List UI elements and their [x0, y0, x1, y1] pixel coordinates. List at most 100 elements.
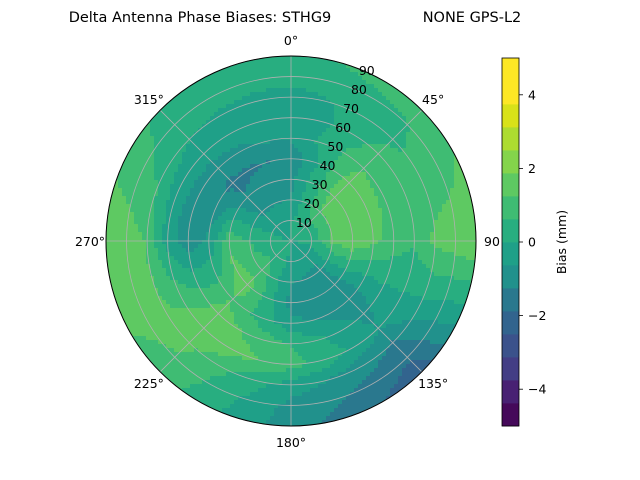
contour-cell [130, 224, 135, 229]
contour-cell [214, 228, 219, 233]
contour-cell [114, 208, 119, 213]
contour-cell [126, 188, 131, 193]
contour-cell [134, 168, 139, 173]
contour-cell [294, 248, 299, 253]
contour-cell [154, 160, 159, 165]
contour-cell [266, 232, 271, 237]
contour-cell [306, 264, 311, 269]
contour-cell [218, 156, 223, 161]
contour-cell [426, 288, 431, 293]
contour-cell [302, 204, 307, 209]
contour-cell [394, 152, 399, 157]
contour-cell [374, 288, 379, 293]
contour-cell [378, 132, 383, 137]
contour-cell [394, 296, 399, 301]
contour-cell [174, 104, 179, 109]
contour-cell [370, 148, 375, 153]
contour-cell [330, 172, 335, 177]
contour-cell [302, 96, 307, 101]
contour-cell [450, 244, 455, 249]
contour-cell [338, 164, 343, 169]
contour-cell [210, 152, 215, 157]
contour-cell [146, 132, 151, 137]
contour-cell [266, 268, 271, 273]
contour-cell [314, 232, 319, 237]
contour-cell [274, 288, 279, 293]
contour-cell [246, 112, 251, 117]
contour-cell [114, 272, 119, 277]
contour-cell [266, 188, 271, 193]
contour-cell [374, 80, 379, 85]
contour-cell [194, 228, 199, 233]
contour-cell [262, 116, 267, 121]
contour-cell [126, 240, 131, 245]
contour-cell [342, 236, 347, 241]
contour-cell [326, 216, 331, 221]
contour-cell [438, 184, 443, 189]
contour-cell [234, 236, 239, 241]
contour-cell [258, 296, 263, 301]
contour-cell [414, 144, 419, 149]
contour-cell [186, 256, 191, 261]
contour-cell [466, 252, 471, 257]
contour-cell [178, 276, 183, 281]
contour-cell [374, 120, 379, 125]
contour-cell [410, 156, 415, 161]
contour-cell [262, 132, 267, 137]
contour-cell [366, 80, 371, 85]
contour-cell [434, 284, 439, 289]
contour-cell [246, 116, 251, 121]
contour-cell [154, 108, 159, 113]
contour-cell [466, 220, 471, 225]
contour-cell [434, 244, 439, 249]
contour-cell [314, 244, 319, 249]
contour-cell [406, 132, 411, 137]
contour-cell [122, 176, 127, 181]
contour-cell [110, 228, 115, 233]
contour-cell [410, 208, 415, 213]
contour-cell [210, 200, 215, 205]
contour-cell [410, 252, 415, 257]
contour-cell [174, 180, 179, 185]
contour-cell [162, 120, 167, 125]
contour-cell [114, 184, 119, 189]
contour-cell [322, 184, 327, 189]
contour-cell [390, 260, 395, 265]
contour-cell [462, 288, 467, 293]
contour-cell [422, 208, 427, 213]
contour-cell [290, 84, 295, 89]
contour-cell [426, 300, 431, 305]
contour-cell [302, 220, 307, 225]
contour-cell [398, 108, 403, 113]
contour-cell [338, 244, 343, 249]
contour-cell [374, 260, 379, 265]
contour-cell [278, 112, 283, 117]
contour-cell [350, 112, 355, 117]
contour-cell [254, 292, 259, 297]
contour-cell [166, 272, 171, 277]
contour-cell [290, 112, 295, 117]
contour-cell [286, 240, 291, 245]
contour-cell [442, 192, 447, 197]
contour-cell [442, 224, 447, 229]
contour-cell [198, 212, 203, 217]
contour-cell [294, 188, 299, 193]
contour-cell [350, 144, 355, 149]
contour-cell [282, 96, 287, 101]
contour-cell [322, 84, 327, 89]
contour-cell [338, 284, 343, 289]
contour-cell [342, 228, 347, 233]
contour-cell [282, 148, 287, 153]
contour-cell [178, 180, 183, 185]
contour-cell [294, 164, 299, 169]
contour-cell [294, 172, 299, 177]
contour-cell [458, 296, 463, 301]
contour-cell [114, 288, 119, 293]
contour-cell [334, 288, 339, 293]
contour-cell [366, 184, 371, 189]
contour-cell [258, 280, 263, 285]
contour-cell [450, 160, 455, 165]
contour-cell [386, 188, 391, 193]
contour-cell [218, 260, 223, 265]
contour-cell [318, 112, 323, 117]
